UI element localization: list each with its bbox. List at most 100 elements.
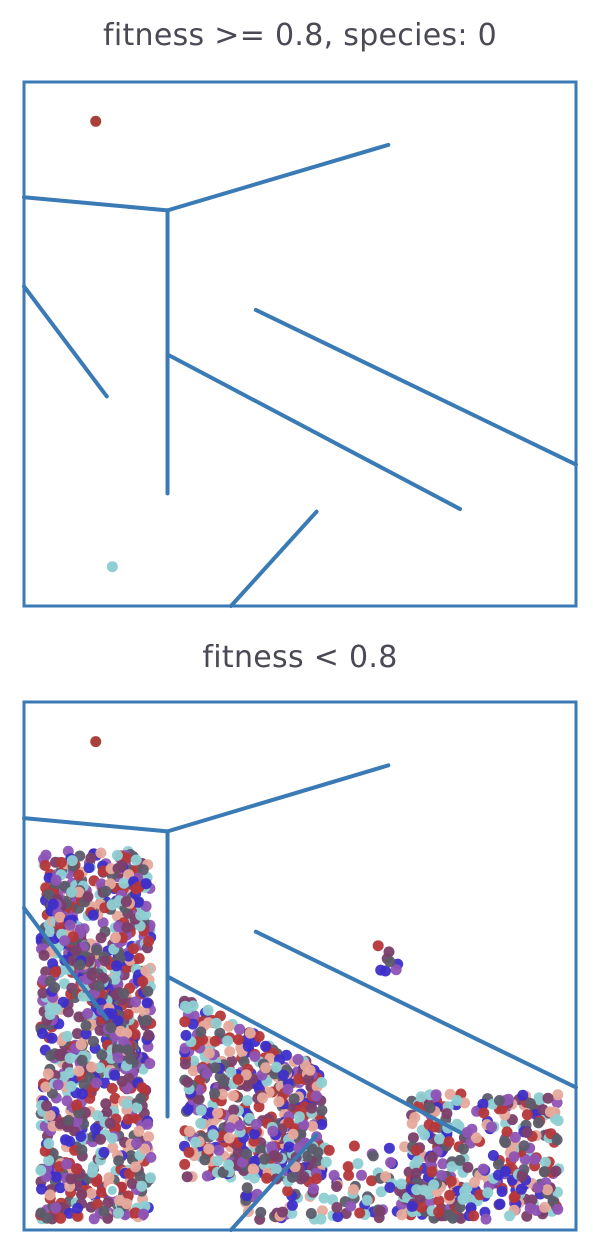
data-point bbox=[207, 1129, 219, 1141]
data-point bbox=[233, 1034, 244, 1045]
data-point bbox=[36, 1183, 47, 1195]
data-point bbox=[41, 1100, 53, 1112]
data-point bbox=[343, 1169, 355, 1181]
data-point bbox=[331, 1181, 343, 1192]
data-point bbox=[50, 874, 62, 886]
data-point bbox=[44, 1110, 56, 1121]
data-point bbox=[237, 1156, 248, 1168]
data-point bbox=[478, 1107, 490, 1119]
data-point bbox=[72, 1202, 84, 1214]
data-point bbox=[106, 899, 118, 911]
data-point bbox=[93, 980, 105, 992]
maze-wall bbox=[22, 816, 170, 834]
data-point bbox=[71, 1163, 83, 1175]
data-point bbox=[180, 1029, 192, 1041]
data-point bbox=[530, 1205, 542, 1216]
data-point bbox=[195, 1104, 207, 1116]
data-point bbox=[55, 856, 67, 868]
data-point bbox=[482, 1187, 494, 1199]
data-point bbox=[136, 1082, 148, 1094]
data-point bbox=[470, 1132, 482, 1144]
data-point bbox=[213, 1144, 225, 1156]
data-point bbox=[71, 1116, 83, 1128]
data-point bbox=[91, 1077, 102, 1089]
data-point bbox=[182, 1076, 193, 1088]
data-point bbox=[116, 860, 128, 872]
data-point bbox=[385, 1157, 397, 1168]
data-point bbox=[280, 1049, 292, 1061]
data-point bbox=[426, 1166, 438, 1178]
data-point bbox=[436, 1170, 448, 1181]
data-point bbox=[133, 1125, 145, 1137]
data-point bbox=[332, 1211, 344, 1223]
data-point bbox=[282, 1083, 294, 1095]
data-point bbox=[73, 1011, 85, 1023]
data-point bbox=[288, 1093, 300, 1105]
data-point bbox=[492, 1158, 504, 1170]
data-point bbox=[504, 1210, 516, 1222]
data-point bbox=[141, 1014, 153, 1026]
data-point bbox=[446, 1161, 458, 1173]
data-point bbox=[112, 1052, 124, 1064]
data-point bbox=[95, 1133, 106, 1145]
data-point bbox=[113, 1155, 125, 1167]
data-point bbox=[130, 854, 142, 866]
data-point bbox=[209, 1087, 221, 1099]
data-point bbox=[516, 1171, 528, 1183]
data-point bbox=[63, 1114, 75, 1126]
data-point bbox=[384, 1182, 396, 1193]
data-point bbox=[179, 1000, 191, 1012]
data-point bbox=[277, 1206, 288, 1218]
data-point bbox=[141, 997, 153, 1009]
data-point bbox=[87, 1166, 98, 1178]
data-point bbox=[430, 1089, 442, 1101]
data-point bbox=[71, 1099, 83, 1111]
data-point bbox=[295, 1128, 307, 1140]
data-point bbox=[348, 1184, 359, 1196]
data-point bbox=[232, 1147, 244, 1159]
data-point bbox=[92, 1110, 104, 1122]
data-point bbox=[240, 1069, 252, 1081]
data-point bbox=[57, 996, 69, 1008]
data-point bbox=[102, 1197, 114, 1209]
data-point bbox=[113, 921, 125, 933]
data-point bbox=[65, 1173, 77, 1185]
data-point bbox=[184, 1125, 195, 1137]
data-point bbox=[71, 1028, 83, 1040]
start-marker bbox=[90, 736, 102, 748]
data-point bbox=[306, 1143, 318, 1155]
data-point bbox=[109, 932, 121, 944]
data-point bbox=[270, 1061, 282, 1073]
data-point bbox=[199, 1154, 211, 1166]
data-point bbox=[106, 1082, 118, 1094]
data-point bbox=[372, 940, 384, 952]
data-point bbox=[40, 1081, 52, 1093]
data-point bbox=[95, 847, 107, 859]
data-point bbox=[454, 1154, 466, 1166]
data-point bbox=[316, 1119, 328, 1130]
data-point bbox=[50, 1171, 62, 1183]
data-point bbox=[509, 1131, 521, 1143]
data-point bbox=[80, 1020, 92, 1032]
data-point bbox=[76, 1054, 88, 1066]
data-point bbox=[97, 917, 109, 929]
data-point bbox=[94, 1062, 106, 1074]
data-point bbox=[508, 1151, 520, 1163]
maze-wall bbox=[229, 509, 319, 608]
data-point bbox=[212, 1107, 224, 1119]
data-point bbox=[328, 1169, 340, 1181]
data-point bbox=[85, 1188, 97, 1199]
data-point bbox=[203, 1047, 215, 1059]
data-point bbox=[234, 1023, 246, 1035]
data-point bbox=[106, 1132, 118, 1144]
data-point bbox=[494, 1095, 505, 1106]
data-point bbox=[74, 959, 86, 971]
data-point bbox=[293, 1073, 305, 1085]
plot-frame bbox=[22, 80, 578, 608]
data-point bbox=[232, 1073, 244, 1085]
data-point bbox=[145, 1151, 157, 1163]
data-point bbox=[82, 1008, 94, 1019]
data-point bbox=[64, 919, 76, 931]
data-point bbox=[224, 1122, 236, 1134]
data-point bbox=[286, 1199, 298, 1211]
